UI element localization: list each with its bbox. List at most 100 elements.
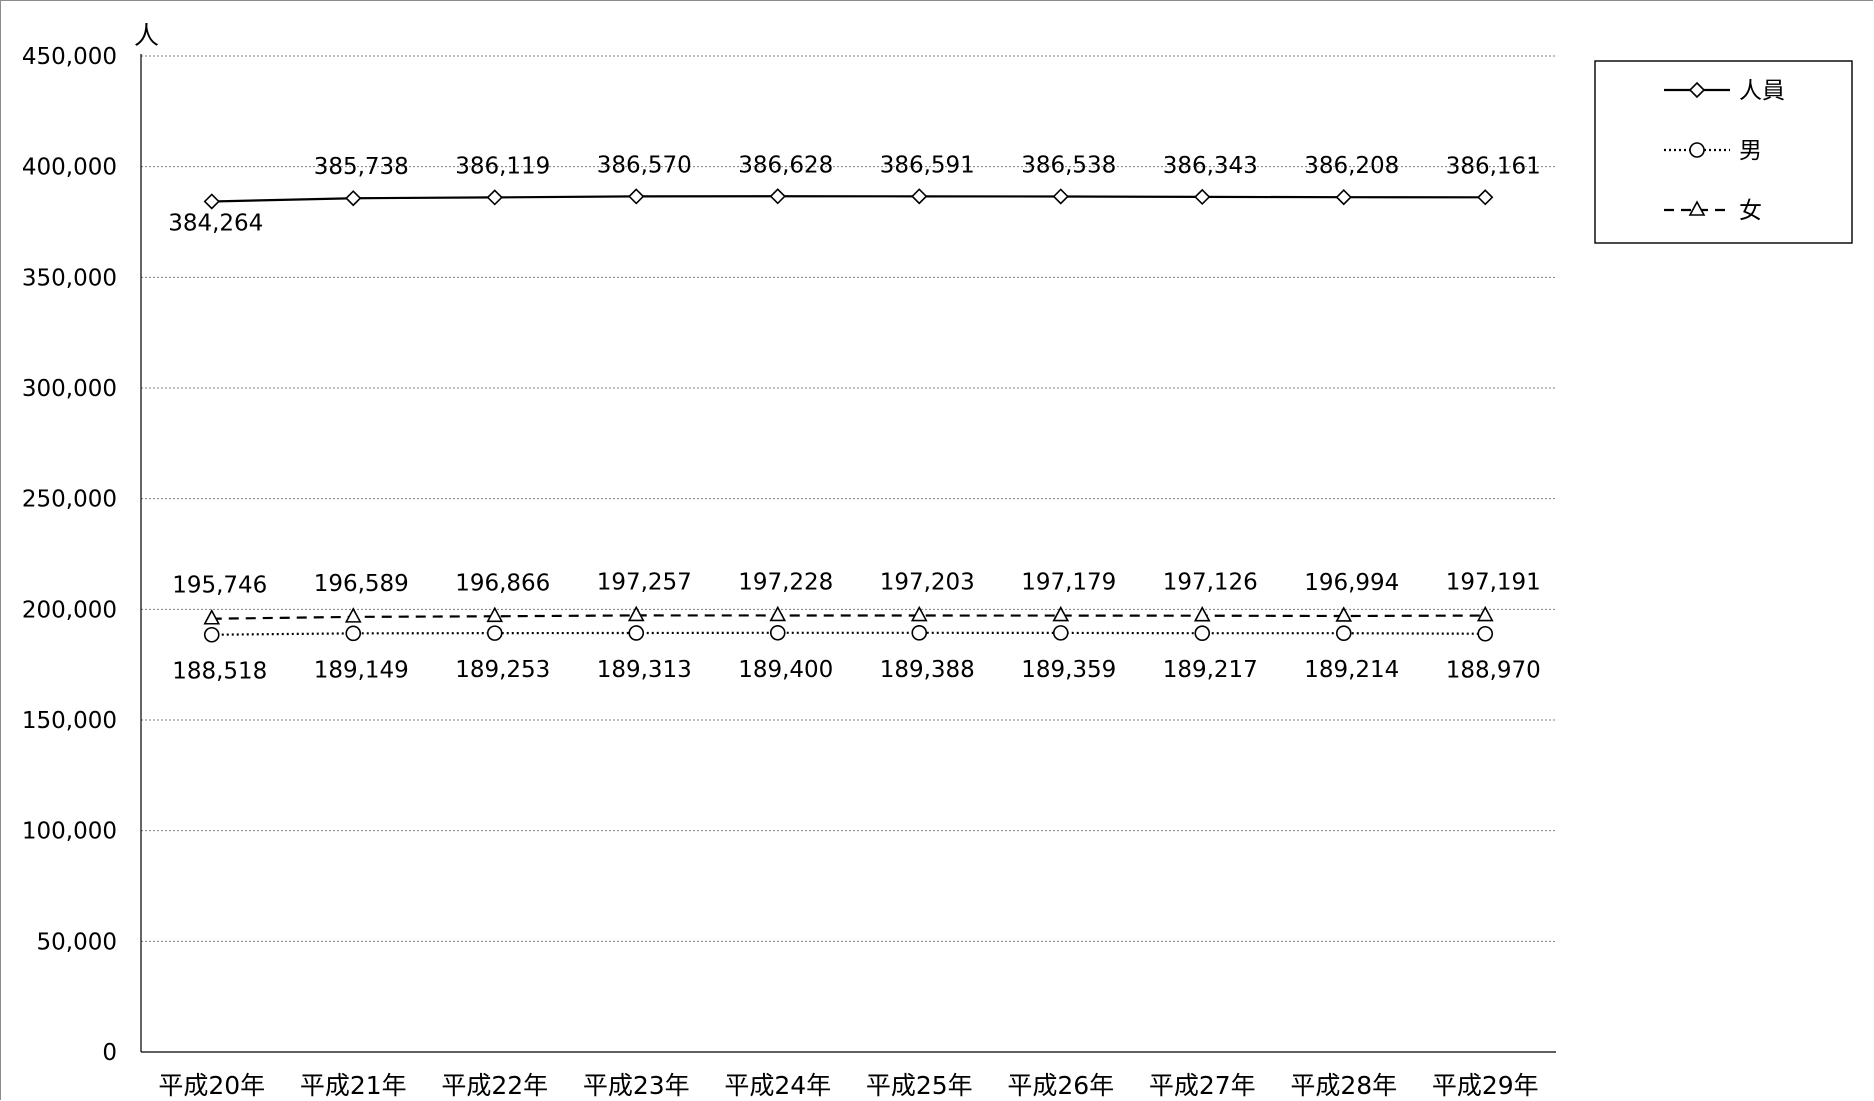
legend-label: 男 [1739, 138, 1762, 164]
series-1 [203, 188, 1494, 210]
data-label: 189,359 [1021, 657, 1116, 683]
data-label: 189,400 [738, 657, 833, 683]
triangle-marker [1193, 606, 1211, 622]
x-tick-label: 平成22年 [441, 1071, 548, 1100]
x-tick-label: 平成23年 [583, 1071, 690, 1100]
y-tick-label: 250,000 [22, 487, 117, 513]
legend-box [1594, 60, 1853, 244]
diamond-marker [1194, 188, 1211, 206]
data-label: 197,179 [1021, 570, 1116, 596]
data-label: 197,203 [880, 570, 975, 596]
axes [140, 54, 1556, 1053]
y-tick-labels: 0 50,000 100,000 150,000 200,000 250,000 300,0… [22, 44, 117, 1066]
circle-marker [911, 625, 928, 641]
data-label: 196,866 [455, 570, 550, 596]
data-label: 189,388 [880, 657, 975, 683]
diamond-marker [345, 190, 362, 207]
diamond-marker [1052, 188, 1069, 205]
data-label: 195,746 [172, 573, 267, 599]
diamond-marker [203, 193, 220, 210]
circle-marker [203, 626, 220, 643]
circle-marker [345, 625, 362, 642]
data-label: 189,149 [314, 657, 409, 683]
x-tick-label: 平成29年 [1432, 1071, 1539, 1100]
y-tick-label: 0 [102, 1040, 117, 1066]
y-tick-label: 400,000 [22, 155, 117, 181]
diamond-marker [1335, 189, 1352, 206]
triangle-marker [203, 609, 221, 625]
data-label: 197,228 [738, 569, 833, 595]
data-label: 386,343 [1163, 153, 1258, 179]
data-label: 197,257 [597, 569, 692, 595]
diamond-marker [1477, 189, 1494, 206]
circle-marker [1052, 625, 1069, 641]
data-label: 384,264 [168, 210, 263, 236]
triangle-marker [1052, 605, 1070, 622]
x-tick-label: 平成25年 [866, 1071, 973, 1100]
legend-entry: 人員 [1664, 78, 1785, 104]
circle-marker [628, 625, 645, 641]
diamond-marker [769, 188, 786, 205]
circle-marker [1335, 625, 1352, 642]
y-tick-label: 450,000 [22, 44, 117, 70]
x-tick-label: 平成21年 [300, 1071, 407, 1100]
data-label: 189,217 [1163, 657, 1258, 683]
diamond-marker [628, 188, 645, 205]
x-tick-label: 平成24年 [724, 1071, 831, 1100]
legend-entry: 男 [1664, 138, 1762, 164]
triangle-marker [910, 605, 928, 622]
triangle-marker [1688, 200, 1706, 216]
legend-label: 人員 [1739, 78, 1785, 104]
data-label: 188,518 [172, 659, 267, 685]
x-tick-labels: 平成20年 平成21年 平成22年 平成23年 平成24年 平成25年 平成26年 平成27年… [158, 1071, 1538, 1100]
legend-entry: 女 [1664, 198, 1762, 224]
series-line [211, 195, 1486, 203]
data-labels: 384,264 385,738 386,119 386,570 386,628 386,5… [168, 152, 1541, 684]
data-label: 386,538 [1021, 152, 1116, 178]
data-label: 386,161 [1446, 153, 1541, 179]
data-label: 189,313 [597, 657, 692, 683]
gridlines [141, 55, 1556, 942]
data-label: 386,119 [455, 153, 550, 179]
data-label: 196,589 [314, 571, 409, 597]
series-line [211, 631, 1486, 636]
y-tick-label: 350,000 [22, 265, 117, 291]
circle-marker [486, 625, 503, 641]
x-tick-label: 平成20年 [158, 1071, 265, 1100]
data-label: 385,738 [314, 154, 409, 180]
series-2 [203, 624, 1494, 643]
x-tick-label: 平成28年 [1290, 1071, 1397, 1100]
diamond-marker [486, 189, 503, 206]
triangle-marker [1335, 606, 1353, 622]
triangle-marker [769, 605, 787, 622]
triangle-marker [627, 605, 645, 622]
data-label: 188,970 [1446, 658, 1541, 684]
data-label: 386,591 [880, 152, 975, 178]
y-tick-label: 200,000 [22, 597, 117, 623]
legend-label: 女 [1739, 198, 1762, 224]
series-3 [203, 605, 1494, 625]
circle-marker [1689, 142, 1705, 158]
data-label: 196,994 [1304, 570, 1399, 596]
y-tick-label: 150,000 [22, 708, 117, 734]
data-label: 189,214 [1304, 657, 1399, 683]
series-line [211, 614, 1486, 620]
x-tick-label: 平成27年 [1149, 1071, 1256, 1100]
data-label: 197,191 [1446, 570, 1541, 596]
diamond-marker [911, 188, 928, 205]
circle-marker [1194, 625, 1211, 641]
y-tick-label: 50,000 [37, 929, 117, 955]
data-label: 386,628 [738, 152, 833, 178]
y-tick-label: 300,000 [22, 376, 117, 402]
triangle-marker [1476, 605, 1494, 622]
diamond-marker [1688, 81, 1706, 99]
data-label: 386,208 [1304, 153, 1399, 179]
y-tick-label: 100,000 [22, 819, 117, 845]
triangle-marker [486, 606, 504, 623]
triangle-marker [344, 607, 362, 623]
data-label: 197,126 [1163, 570, 1258, 596]
circle-marker [1477, 625, 1494, 642]
data-label: 386,570 [597, 152, 692, 178]
